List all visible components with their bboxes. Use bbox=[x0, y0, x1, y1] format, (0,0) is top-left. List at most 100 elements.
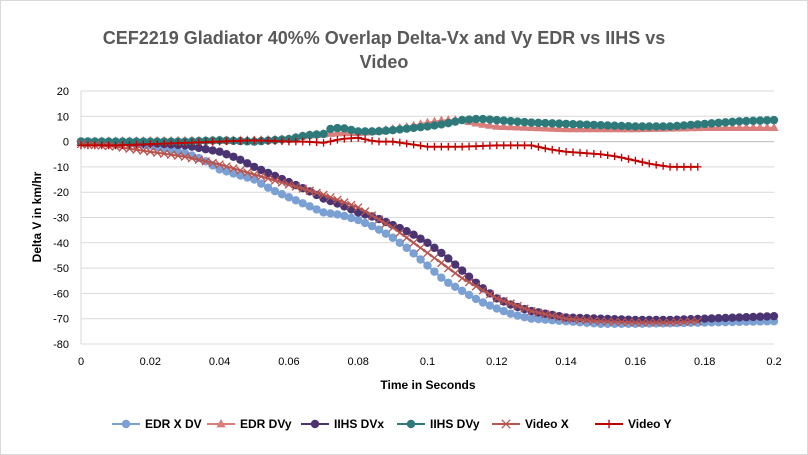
data-point bbox=[693, 163, 702, 171]
data-point bbox=[679, 317, 689, 327]
data-point bbox=[464, 115, 474, 124]
series-video-x bbox=[76, 139, 703, 327]
data-point bbox=[160, 139, 168, 148]
data-point bbox=[534, 315, 543, 324]
data-point bbox=[312, 205, 321, 214]
data-point bbox=[208, 138, 217, 146]
data-point bbox=[367, 127, 377, 136]
data-point bbox=[215, 160, 224, 169]
data-point bbox=[651, 122, 661, 131]
data-point bbox=[506, 121, 516, 131]
data-point bbox=[548, 145, 557, 154]
data-point bbox=[256, 179, 266, 188]
data-point bbox=[720, 122, 731, 132]
data-point bbox=[526, 122, 537, 132]
data-point bbox=[499, 306, 508, 316]
data-point bbox=[492, 115, 501, 125]
data-point bbox=[450, 268, 460, 278]
data-point bbox=[582, 315, 592, 325]
data-point bbox=[430, 243, 439, 253]
y-tick-label: -40 bbox=[53, 238, 69, 250]
data-point bbox=[201, 138, 210, 146]
data-point bbox=[270, 176, 280, 185]
data-point bbox=[554, 123, 564, 133]
data-point bbox=[575, 120, 585, 129]
data-point bbox=[354, 215, 363, 225]
data-point bbox=[673, 163, 681, 171]
data-point bbox=[513, 311, 522, 320]
data-point bbox=[665, 318, 675, 327]
data-point bbox=[291, 133, 301, 142]
data-point bbox=[506, 116, 515, 126]
data-point bbox=[728, 313, 737, 322]
data-point bbox=[513, 141, 522, 150]
data-point bbox=[700, 119, 709, 129]
data-point bbox=[631, 318, 640, 327]
data-point bbox=[458, 142, 466, 151]
data-point bbox=[714, 118, 723, 128]
data-point bbox=[416, 234, 425, 243]
data-point bbox=[249, 170, 259, 179]
data-point bbox=[340, 135, 349, 143]
data-point bbox=[97, 141, 106, 150]
data-point bbox=[257, 136, 265, 145]
data-point bbox=[617, 121, 626, 131]
data-point bbox=[464, 290, 474, 300]
data-point bbox=[146, 140, 155, 148]
data-point bbox=[333, 195, 342, 205]
data-point bbox=[374, 215, 384, 224]
data-point bbox=[533, 122, 543, 132]
data-point bbox=[347, 213, 356, 223]
legend-label: Video X bbox=[525, 417, 569, 431]
data-point bbox=[360, 127, 370, 136]
x-tick-label: 0.08 bbox=[347, 356, 368, 368]
data-point bbox=[121, 419, 131, 429]
data-point bbox=[256, 165, 266, 175]
data-point bbox=[215, 147, 224, 156]
data-point bbox=[104, 141, 113, 150]
data-point bbox=[687, 163, 695, 171]
legend-item: Video Y bbox=[595, 417, 672, 431]
plot-area bbox=[76, 114, 779, 328]
y-tick-label: 20 bbox=[57, 86, 69, 98]
data-point bbox=[416, 255, 425, 264]
data-point bbox=[326, 124, 335, 134]
data-point bbox=[465, 142, 473, 151]
data-point bbox=[284, 193, 294, 202]
series-iihs-dvx bbox=[76, 137, 779, 325]
data-point bbox=[406, 419, 416, 429]
data-point bbox=[755, 312, 765, 321]
data-point bbox=[444, 278, 453, 287]
data-point bbox=[229, 152, 238, 161]
data-point bbox=[755, 116, 765, 125]
data-point bbox=[721, 313, 730, 323]
data-point bbox=[624, 317, 633, 327]
data-point bbox=[409, 140, 418, 149]
data-point bbox=[492, 304, 501, 313]
data-point bbox=[437, 142, 446, 151]
data-point bbox=[208, 146, 217, 155]
data-point bbox=[250, 136, 259, 145]
data-point bbox=[216, 418, 226, 428]
data-point bbox=[243, 168, 252, 177]
data-point bbox=[388, 233, 398, 242]
data-point bbox=[451, 260, 460, 269]
data-point bbox=[596, 316, 606, 326]
data-point bbox=[278, 137, 286, 146]
data-point bbox=[437, 248, 446, 258]
data-point bbox=[645, 318, 654, 327]
x-tick-label: 0.12 bbox=[486, 356, 507, 368]
data-point bbox=[270, 186, 280, 196]
chart-title-line1: CEF2219 Gladiator 40%% Overlap Delta-Vx … bbox=[103, 28, 666, 48]
data-point bbox=[277, 178, 287, 187]
data-point bbox=[658, 122, 668, 131]
data-point bbox=[707, 119, 716, 128]
data-point bbox=[298, 137, 307, 146]
data-point bbox=[485, 301, 495, 310]
data-point bbox=[604, 419, 614, 429]
data-point bbox=[381, 126, 391, 135]
data-point bbox=[631, 156, 640, 165]
data-point bbox=[721, 118, 730, 127]
data-point bbox=[610, 121, 619, 130]
data-point bbox=[167, 139, 175, 148]
